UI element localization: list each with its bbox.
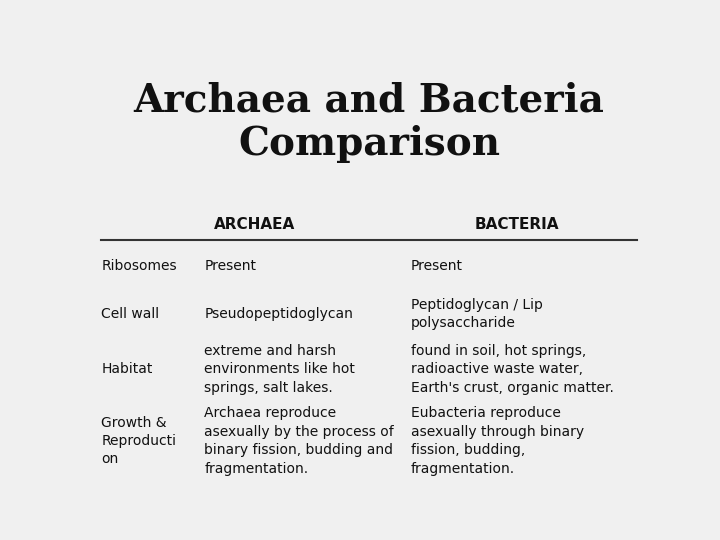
Text: Eubacteria reproduce
asexually through binary
fission, budding,
fragmentation.: Eubacteria reproduce asexually through b… — [411, 407, 584, 476]
Text: Present: Present — [411, 259, 463, 273]
Text: extreme and harsh
environments like hot
springs, salt lakes.: extreme and harsh environments like hot … — [204, 344, 355, 395]
Text: Archaea and Bacteria
Comparison: Archaea and Bacteria Comparison — [134, 82, 604, 164]
Text: BACTERIA: BACTERIA — [474, 218, 559, 232]
Text: Pseudopeptidoglycan: Pseudopeptidoglycan — [204, 307, 354, 321]
Text: Archaea reproduce
asexually by the process of
binary fission, budding and
fragme: Archaea reproduce asexually by the proce… — [204, 407, 394, 476]
Text: Cell wall: Cell wall — [101, 307, 159, 321]
Text: found in soil, hot springs,
radioactive waste water,
Earth's crust, organic matt: found in soil, hot springs, radioactive … — [411, 344, 613, 395]
Text: Ribosomes: Ribosomes — [101, 259, 177, 273]
Text: Growth &
Reproducti
on: Growth & Reproducti on — [101, 416, 176, 467]
Text: Present: Present — [204, 259, 256, 273]
Text: Peptidoglycan / Lip
polysaccharide: Peptidoglycan / Lip polysaccharide — [411, 298, 543, 330]
Text: Habitat: Habitat — [101, 362, 153, 376]
Text: ARCHAEA: ARCHAEA — [214, 218, 295, 232]
